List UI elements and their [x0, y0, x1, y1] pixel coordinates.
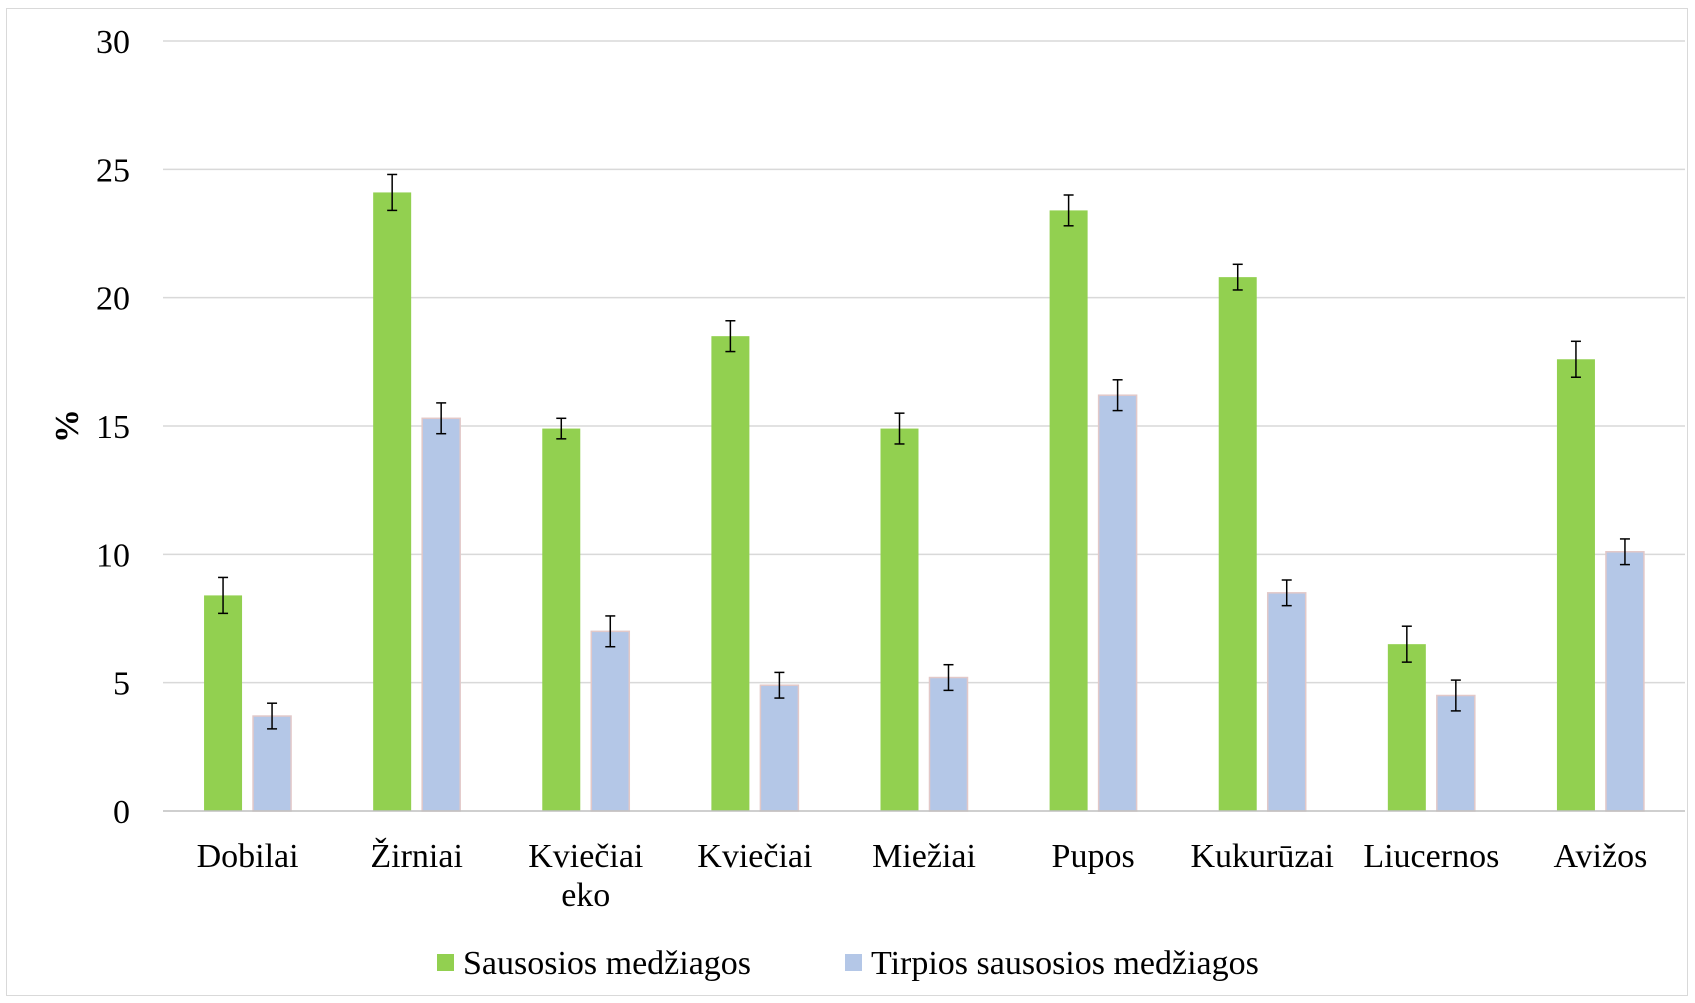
bar-tirpios [759, 684, 800, 812]
y-tick-labels: 0 5 10 15 20 25 30 [96, 24, 130, 831]
bar-sausosios [1049, 210, 1088, 811]
chart-frame [6, 8, 1688, 996]
bar-sausosios [542, 428, 581, 811]
y-tick-label: 25 [96, 152, 130, 189]
error-bar [1232, 263, 1243, 291]
legend-label-sausosios: Sausosios medžiagos [463, 945, 751, 982]
bar-sausosios [1556, 359, 1595, 811]
error-bar [943, 663, 954, 692]
y-tick-label: 10 [96, 537, 130, 574]
x-tick-label: Kviečiai eko [528, 838, 643, 914]
bar-tirpios [1605, 551, 1645, 812]
x-tick-label: Žirniai [370, 838, 463, 875]
y-tick-label: 30 [96, 24, 130, 61]
bar-sausosios [1218, 277, 1257, 812]
x-tick-label: Dobilai [197, 838, 299, 875]
error-bar [218, 576, 229, 615]
y-axis-label: % [49, 409, 86, 443]
error-bar [1450, 679, 1461, 712]
bar-tirpios [421, 417, 461, 812]
bar-tirpios [1436, 694, 1476, 812]
error-bar [1401, 625, 1412, 663]
bars [204, 192, 1645, 812]
error-bar [1281, 579, 1292, 607]
bar-sausosios [711, 336, 750, 811]
x-tick-label: Pupos [1052, 838, 1135, 875]
error-bar [1570, 340, 1581, 378]
y-tick-label: 15 [96, 409, 130, 446]
error-bar [387, 173, 398, 212]
legend-swatch-tirpios [845, 954, 862, 971]
y-tick-label: 0 [113, 794, 130, 831]
legend: Sausosios medžiagos Tirpios sausosios me… [437, 945, 1259, 982]
y-tick-label: 20 [96, 281, 130, 318]
bar-sausosios [373, 192, 412, 811]
x-tick-label: Kukurūzai [1190, 838, 1334, 875]
y-tick-label: 5 [113, 666, 130, 703]
x-tick-label: Liucernos [1363, 838, 1499, 875]
error-bar [436, 402, 447, 435]
grid-lines [163, 40, 1685, 684]
error-bar [894, 412, 905, 445]
error-bar [1063, 194, 1074, 227]
error-bar [1619, 538, 1630, 566]
legend-label-tirpios: Tirpios sausosios medžiagos [871, 945, 1259, 982]
bar-tirpios [1097, 394, 1138, 812]
bar-sausosios [204, 595, 243, 811]
bar-tirpios [928, 676, 969, 812]
bar-sausosios [1387, 644, 1426, 811]
bar-tirpios [590, 630, 631, 812]
error-bar [725, 320, 736, 353]
bar-sausosios [880, 428, 919, 811]
error-bar [267, 702, 278, 730]
error-bar [774, 671, 785, 699]
error-bar [556, 417, 567, 440]
x-tick-label: Kviečiai [697, 838, 812, 875]
x-tick-label: Avižos [1554, 838, 1648, 875]
error-bars [218, 173, 1630, 730]
x-tick-labels: Dobilai Žirniai Kviečiai eko Kviečiai Miežiai… [197, 838, 1648, 914]
bar-tirpios [252, 715, 292, 812]
error-bar [605, 615, 616, 648]
error-bar [1112, 379, 1123, 412]
bar-tirpios [1266, 592, 1307, 812]
legend-swatch-sausosios [437, 954, 454, 971]
x-tick-label: Miežiai [872, 838, 976, 875]
